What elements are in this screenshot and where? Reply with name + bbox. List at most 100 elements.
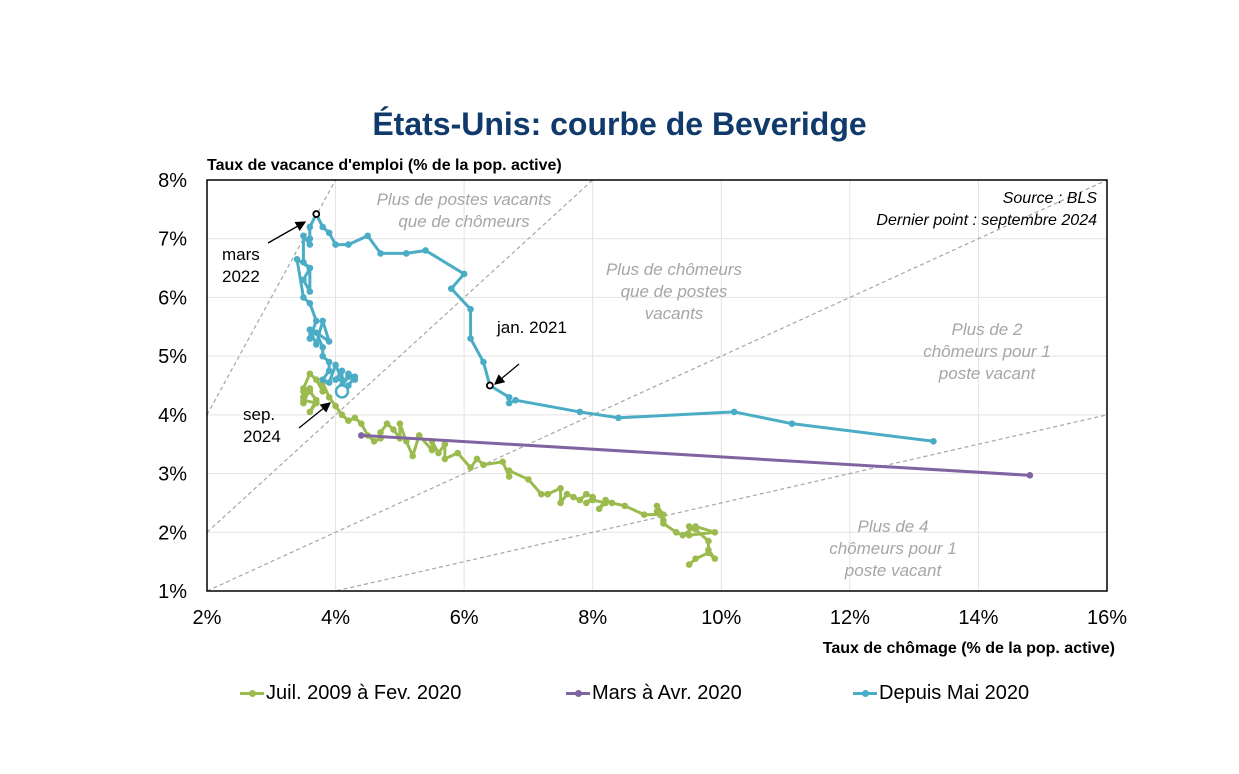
data-point: [319, 352, 327, 360]
region-label-line: chômeurs pour 1: [923, 342, 1051, 361]
data-point: [325, 229, 333, 237]
source-note: Source : BLS: [1003, 190, 1098, 207]
data-point: [364, 232, 372, 240]
x-tick-label: 14%: [958, 607, 998, 629]
data-point: [447, 285, 455, 292]
data-point: [306, 300, 314, 307]
data-point: [608, 499, 616, 507]
legend-item-juil-2009-fev-2020[interactable]: Juil. 2009 à Fev. 2020: [240, 682, 461, 705]
mars-2022-marker: [312, 210, 321, 218]
data-point: [325, 367, 333, 375]
data-point: [357, 432, 365, 439]
data-point: [300, 294, 307, 301]
data-point: [653, 508, 661, 516]
region-labels: Plus de postes vacants que de chômeurs Plu…: [377, 190, 1051, 580]
region-label: Plus de 2 chômeurs pour 1 poste vacant: [923, 320, 1051, 383]
data-point: [370, 437, 378, 445]
x-tick-label: 16%: [1087, 607, 1127, 629]
data-point: [300, 393, 307, 401]
data-point: [325, 338, 333, 345]
data-point: [525, 476, 532, 483]
data-point: [679, 531, 687, 539]
data-point: [396, 420, 404, 427]
data-point: [357, 420, 365, 427]
region-label: Plus de 4 chômeurs pour 1 poste vacant: [829, 517, 957, 580]
chart-title: États-Unis: courbe de Beveridge: [372, 106, 867, 142]
y-tick-labels: 1% 2% 3% 4% 5% 6% 7% 8%: [158, 170, 187, 603]
legend-label: Juil. 2009 à Fev. 2020: [266, 682, 462, 704]
data-point: [319, 344, 327, 351]
y-tick-label: 4%: [158, 405, 187, 427]
data-point: [402, 250, 410, 257]
data-point: [390, 426, 397, 433]
data-point: [312, 341, 320, 348]
series-line: [361, 433, 1030, 477]
y-tick-label: 3%: [158, 464, 187, 486]
y-tick-label: 7%: [158, 229, 187, 251]
data-point: [312, 329, 320, 336]
data-point: [930, 437, 937, 445]
data-point: [467, 305, 474, 313]
data-point: [480, 461, 487, 469]
data-point: [383, 420, 391, 427]
data-point: [467, 464, 474, 472]
series-line: [295, 212, 934, 443]
x-tick-label: 10%: [701, 607, 741, 629]
data-point: [306, 241, 314, 248]
data-point: [615, 414, 622, 422]
data-point: [788, 420, 796, 427]
region-label: Plus de chômeurs que de postes vacants: [606, 260, 743, 323]
data-point: [300, 232, 307, 240]
data-point: [306, 385, 314, 392]
data-point: [351, 373, 359, 380]
region-label-line: que de chômeurs: [398, 212, 530, 231]
data-point: [306, 288, 314, 295]
legend-item-mars-avr-2020[interactable]: Mars à Avr. 2020: [566, 682, 742, 705]
data-point: [640, 511, 648, 518]
annotation-arrow: [267, 221, 307, 244]
data-point: [730, 408, 738, 416]
data-point: [685, 531, 693, 539]
data-point: [589, 493, 597, 501]
data-point: [312, 399, 320, 407]
annotation-label: jan. 2021: [496, 318, 567, 337]
data-point: [557, 484, 564, 492]
region-label-line: Plus de 4: [858, 517, 929, 536]
y-axis-label: Taux de vacance d'emploi (% de la pop. a…: [207, 157, 562, 174]
data-point: [300, 399, 307, 407]
y-tick-label: 6%: [158, 287, 187, 309]
data-point: [332, 241, 339, 248]
data-point: [505, 473, 513, 480]
data-point: [312, 317, 320, 325]
legend-item-depuis-mai-2020[interactable]: Depuis Mai 2020: [853, 682, 1029, 705]
region-label-line: chômeurs pour 1: [829, 539, 957, 558]
data-point: [332, 376, 339, 383]
legend-label: Depuis Mai 2020: [879, 682, 1030, 704]
annotations: mars 2022 jan. 2021 sep. 2024: [222, 210, 567, 446]
annotation-line: jan. 2021: [496, 318, 567, 337]
last-point-marker: [334, 384, 350, 399]
series-group: [293, 210, 1034, 568]
data-point: [306, 223, 314, 231]
y-tick-label: 1%: [158, 581, 187, 603]
data-point: [345, 370, 352, 378]
data-point: [505, 393, 513, 401]
data-point: [621, 502, 629, 510]
x-tick-label: 6%: [450, 607, 479, 629]
data-point: [473, 455, 481, 463]
ratio-line: [207, 180, 1107, 591]
data-point: [319, 317, 327, 325]
data-point: [711, 528, 719, 536]
data-point: [306, 408, 314, 416]
legend-label: Mars à Avr. 2020: [592, 682, 742, 704]
ratio-line: [332, 414, 1107, 591]
data-point: [499, 458, 507, 466]
region-label-line: poste vacant: [844, 561, 943, 580]
x-axis-label: Taux de chômage (% de la pop. active): [822, 640, 1115, 657]
x-tick-label: 2%: [193, 607, 222, 629]
data-point: [338, 367, 346, 375]
last-point-note: Dernier point : septembre 2024: [876, 212, 1097, 229]
data-point: [576, 408, 584, 416]
data-point: [435, 449, 442, 457]
region-label-line: Plus de postes vacants: [377, 190, 552, 209]
